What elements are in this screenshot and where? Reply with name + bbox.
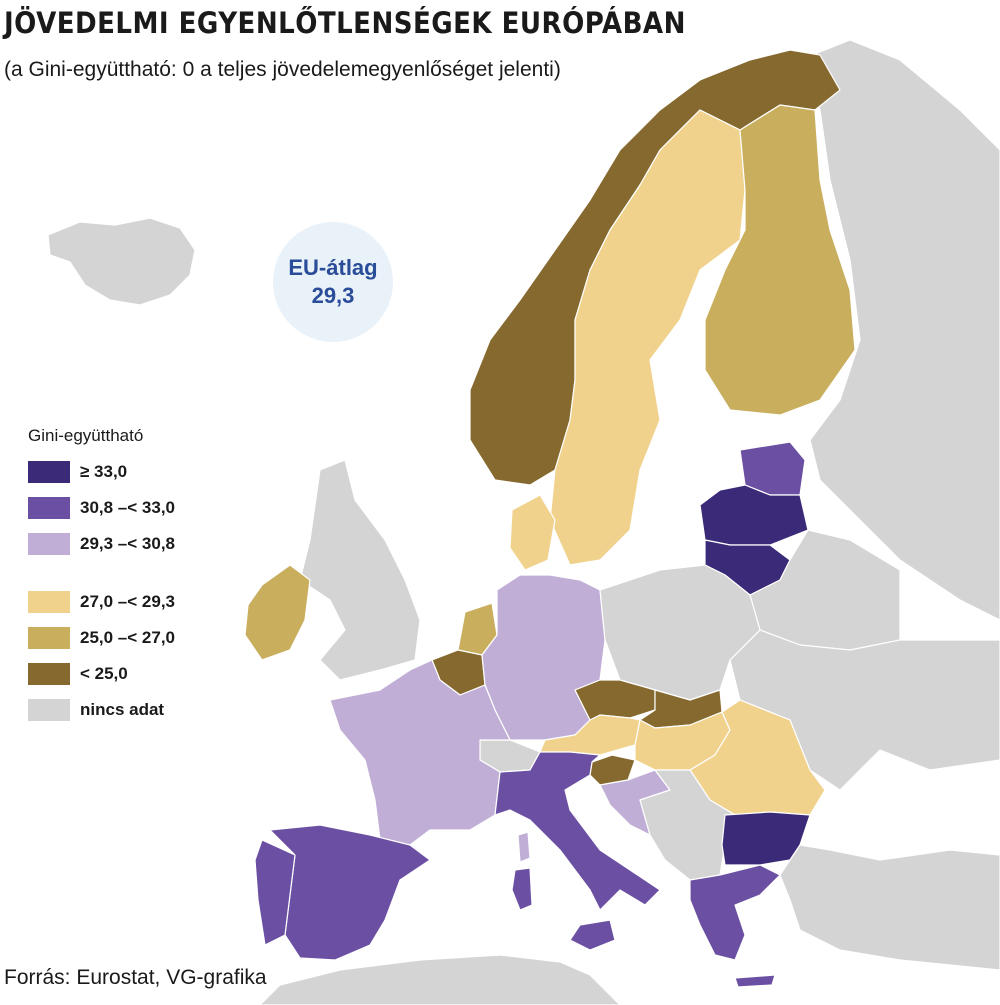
legend-item: nincs adat [28, 692, 175, 728]
legend-swatch [28, 663, 70, 685]
country-sweden [549, 109, 746, 566]
country-germany [481, 574, 606, 741]
map-subtitle: (a Gini-együttható: 0 a teljes jövedelem… [4, 58, 561, 81]
country-sicily [569, 919, 616, 951]
eu-average-label: EU-átlag [288, 255, 378, 280]
legend-swatch [28, 533, 70, 555]
country-france [329, 659, 511, 846]
legend-item: ≥ 33,0 [28, 454, 175, 490]
country-sardinia [511, 867, 533, 911]
legend-label: ≥ 33,0 [80, 462, 128, 481]
legend-label: 29,3 –< 30,8 [80, 534, 176, 553]
legend-swatch [28, 591, 70, 613]
eu-average-badge: EU-átlag 29,3 [273, 222, 393, 342]
country-russia [799, 39, 1000, 621]
country-italy [494, 751, 661, 911]
country-crete [734, 974, 776, 988]
legend-label: nincs adat [80, 700, 165, 719]
legend-item: 25,0 –< 27,0 [28, 620, 175, 656]
country-greece [689, 864, 781, 961]
legend-swatch [28, 461, 70, 483]
country-iceland [47, 217, 196, 306]
legend-label: < 25,0 [80, 664, 128, 683]
country-north-africa [259, 954, 621, 1005]
country-turkey [779, 844, 1000, 971]
legend-item: 27,0 –< 29,3 [28, 584, 175, 620]
country-ireland [244, 564, 311, 661]
legend-item: 29,3 –< 30,8 [28, 526, 175, 562]
legend-label: 25,0 –< 27,0 [80, 628, 176, 647]
legend: Gini-együttható ≥ 33,0 30,8 –< 33,0 29,3… [28, 426, 175, 728]
legend-swatch [28, 497, 70, 519]
country-corsica [517, 831, 531, 863]
country-finland [704, 104, 856, 416]
legend-title: Gini-együttható [28, 426, 144, 445]
legend-swatch [28, 699, 70, 721]
eu-average-value: 29,3 [311, 283, 355, 308]
country-uk [299, 459, 421, 681]
source-note: Forrás: Eurostat, VG-grafika [4, 966, 267, 989]
legend-label: 27,0 –< 29,3 [80, 592, 176, 611]
country-czechia [574, 679, 656, 721]
legend-swatch [28, 627, 70, 649]
country-portugal [254, 839, 296, 946]
country-spain [269, 824, 431, 961]
legend-item: 30,8 –< 33,0 [28, 490, 175, 526]
legend-label: 30,8 –< 33,0 [80, 498, 176, 517]
legend-item: < 25,0 [28, 656, 175, 692]
country-denmark [509, 494, 556, 571]
map-title: JÖVEDELMI EGYENLŐTLENSÉGEK EURÓPÁBAN [4, 6, 686, 40]
